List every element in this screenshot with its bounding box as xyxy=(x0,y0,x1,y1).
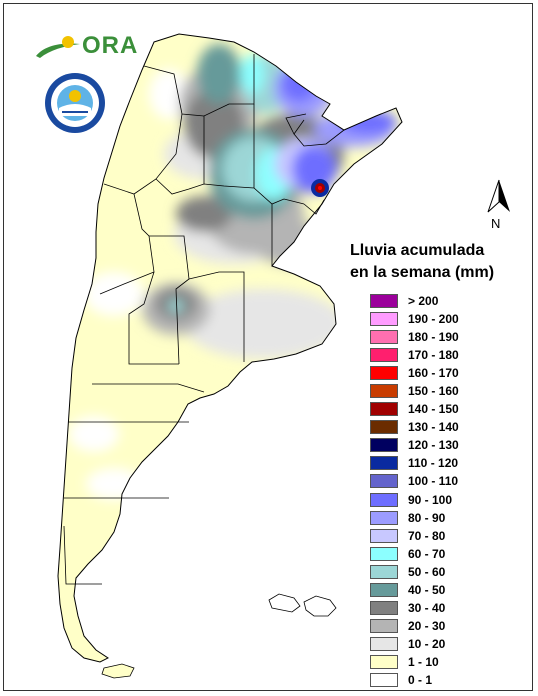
legend-swatch xyxy=(370,330,398,345)
north-arrow-icon xyxy=(487,179,510,213)
legend-title: Lluvia acumulada en la semana (mm) xyxy=(350,240,530,284)
legend-label: 50 - 60 xyxy=(408,564,446,579)
legend-item: 120 - 130 xyxy=(370,436,530,454)
legend-swatch xyxy=(370,456,398,471)
legend-swatch xyxy=(370,546,398,561)
legend-item: 60 - 70 xyxy=(370,545,530,563)
legend-swatch xyxy=(370,528,398,543)
ora-logo-text: ORA xyxy=(82,32,139,59)
legend-label: 150 - 160 xyxy=(408,384,459,399)
legend-title-line1: Lluvia acumulada xyxy=(350,242,485,259)
legend-item: 70 - 80 xyxy=(370,527,530,545)
argentina-outline xyxy=(57,33,403,663)
legend-label: 20 - 30 xyxy=(408,618,446,633)
legend-item: 0 - 1 xyxy=(370,671,530,689)
legend-label: 190 - 200 xyxy=(408,312,459,327)
legend-label: 10 - 20 xyxy=(408,636,446,651)
legend-item: 140 - 150 xyxy=(370,400,530,418)
legend-swatch xyxy=(370,492,398,507)
legend-item: 90 - 100 xyxy=(370,491,530,509)
legend-label: 90 - 100 xyxy=(408,492,453,507)
legend-item: 1 - 10 xyxy=(370,653,530,671)
legend-label: 70 - 80 xyxy=(408,528,446,543)
legend: > 200 190 - 200 180 - 190 170 - 180 160 - 17… xyxy=(370,292,530,689)
legend-label: 60 - 70 xyxy=(408,546,446,561)
legend-swatch xyxy=(370,582,398,597)
legend-swatch xyxy=(370,384,398,399)
legend-label: 1 - 10 xyxy=(408,654,439,669)
legend-item: 190 - 200 xyxy=(370,310,530,328)
legend-item: 20 - 30 xyxy=(370,617,530,635)
legend-title-line2: en la semana (mm) xyxy=(350,264,495,281)
legend-item: 170 - 180 xyxy=(370,346,530,364)
legend-label: 30 - 40 xyxy=(408,600,446,615)
legend-label: > 200 xyxy=(408,294,439,309)
legend-label: 170 - 180 xyxy=(408,348,459,363)
legend-swatch xyxy=(370,402,398,417)
legend-swatch xyxy=(370,600,398,615)
rainfall-map xyxy=(57,33,403,679)
legend-item: 10 - 20 xyxy=(370,635,530,653)
legend-item: 100 - 110 xyxy=(370,472,530,490)
ora-swoosh-icon xyxy=(36,36,80,58)
legend-label: 130 - 140 xyxy=(408,420,459,435)
map-frame: ORA N Lluvia acumulada en la semana (mm)… xyxy=(3,3,533,691)
legend-label: 160 - 170 xyxy=(408,366,459,381)
legend-swatch xyxy=(370,366,398,381)
smn-logo xyxy=(44,72,106,134)
smn-emblem-icon xyxy=(45,73,105,133)
province-borders xyxy=(63,54,345,585)
legend-item: 40 - 50 xyxy=(370,581,530,599)
legend-swatch xyxy=(370,510,398,525)
legend-swatch xyxy=(370,673,398,687)
north-label: N xyxy=(491,216,501,231)
legend-swatch xyxy=(370,438,398,453)
legend-label: 140 - 150 xyxy=(408,402,459,417)
legend-item: > 200 xyxy=(370,292,530,310)
legend-swatch xyxy=(370,294,398,309)
legend-swatch xyxy=(370,312,398,327)
legend-item: 50 - 60 xyxy=(370,563,530,581)
legend-item: 30 - 40 xyxy=(370,599,530,617)
legend-item: 130 - 140 xyxy=(370,418,530,436)
legend-swatch xyxy=(370,618,398,633)
legend-swatch xyxy=(370,564,398,579)
legend-item: 150 - 160 xyxy=(370,382,530,400)
legend-item: 180 - 190 xyxy=(370,328,530,346)
legend-item: 110 - 120 xyxy=(370,454,530,472)
legend-swatch xyxy=(370,636,398,651)
legend-label: 80 - 90 xyxy=(408,510,446,525)
legend-swatch xyxy=(370,420,398,435)
malvinas-islands xyxy=(268,593,337,617)
legend-item: 80 - 90 xyxy=(370,509,530,527)
legend-label: 0 - 1 xyxy=(408,673,433,687)
ora-logo: ORA xyxy=(34,32,137,66)
legend-label: 110 - 120 xyxy=(408,456,459,471)
legend-label: 120 - 130 xyxy=(408,438,459,453)
north-arrow: N xyxy=(484,178,514,234)
legend-swatch xyxy=(370,654,398,669)
legend-swatch xyxy=(370,348,398,363)
legend-swatch xyxy=(370,474,398,489)
legend-label: 40 - 50 xyxy=(408,582,446,597)
legend-label: 100 - 110 xyxy=(408,474,459,489)
tierra-del-fuego xyxy=(101,663,135,679)
legend-item: 160 - 170 xyxy=(370,364,530,382)
legend-label: 180 - 190 xyxy=(408,330,459,345)
